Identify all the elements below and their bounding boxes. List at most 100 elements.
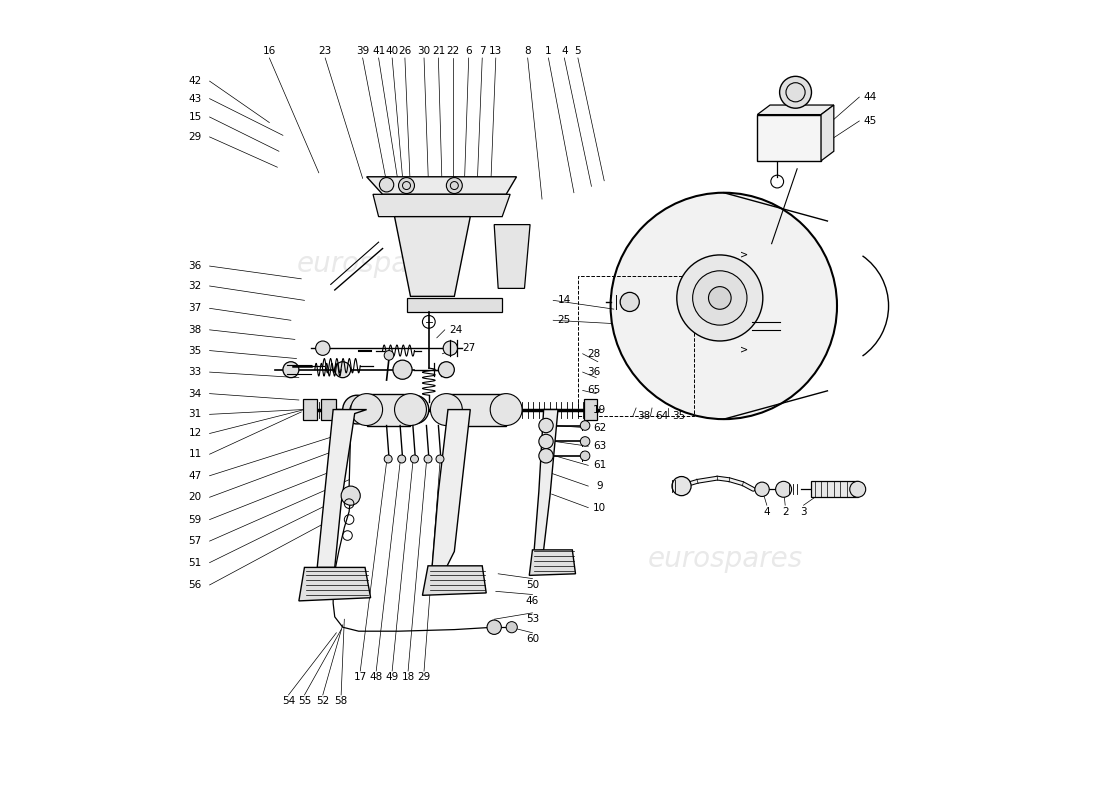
- Polygon shape: [299, 567, 371, 601]
- Text: 43: 43: [188, 94, 202, 104]
- Polygon shape: [422, 566, 486, 595]
- Text: 49: 49: [385, 673, 399, 682]
- Text: 42: 42: [188, 76, 202, 86]
- Text: >: >: [739, 345, 748, 354]
- Circle shape: [334, 362, 351, 378]
- Text: 50: 50: [526, 580, 539, 590]
- Text: 13: 13: [490, 46, 503, 56]
- Text: 40: 40: [386, 46, 398, 56]
- Text: 24: 24: [449, 325, 463, 335]
- Bar: [757, 114, 821, 161]
- Text: 8: 8: [525, 46, 531, 56]
- Polygon shape: [373, 194, 510, 217]
- Circle shape: [581, 437, 590, 446]
- Text: 14: 14: [558, 295, 571, 306]
- Polygon shape: [395, 217, 471, 296]
- Circle shape: [395, 394, 427, 426]
- Circle shape: [755, 482, 769, 497]
- Circle shape: [410, 455, 418, 463]
- Circle shape: [850, 482, 866, 498]
- Circle shape: [708, 286, 732, 310]
- Text: 62: 62: [593, 423, 606, 433]
- Text: 54: 54: [282, 696, 295, 706]
- Text: 45: 45: [864, 116, 877, 126]
- Text: 55: 55: [298, 696, 311, 706]
- Bar: [584, 399, 597, 420]
- Text: 26: 26: [398, 46, 411, 56]
- Text: 39: 39: [356, 46, 370, 56]
- Text: 28: 28: [587, 349, 601, 358]
- Circle shape: [430, 394, 462, 426]
- Text: 65: 65: [587, 386, 601, 395]
- Circle shape: [341, 486, 361, 506]
- Text: 63: 63: [593, 442, 606, 451]
- Text: 29: 29: [188, 132, 202, 142]
- Circle shape: [539, 434, 553, 449]
- Circle shape: [581, 451, 590, 461]
- Circle shape: [776, 482, 792, 498]
- Polygon shape: [529, 550, 575, 575]
- Text: 31: 31: [188, 410, 202, 419]
- Circle shape: [384, 350, 394, 360]
- Text: 4: 4: [763, 506, 770, 517]
- Circle shape: [424, 455, 432, 463]
- Polygon shape: [535, 410, 558, 551]
- Text: 25: 25: [558, 315, 571, 326]
- Polygon shape: [366, 177, 517, 194]
- Text: 47: 47: [188, 470, 202, 481]
- Circle shape: [316, 341, 330, 355]
- Circle shape: [351, 394, 383, 426]
- Circle shape: [436, 455, 444, 463]
- Polygon shape: [317, 410, 366, 567]
- Text: 20: 20: [189, 492, 201, 502]
- Bar: [447, 394, 506, 426]
- Text: 9: 9: [596, 481, 603, 491]
- Text: 48: 48: [370, 673, 383, 682]
- Text: 23: 23: [319, 46, 332, 56]
- Bar: [366, 394, 410, 426]
- Text: 56: 56: [188, 580, 202, 590]
- Bar: [302, 399, 317, 420]
- Circle shape: [343, 395, 372, 424]
- Text: 53: 53: [526, 614, 539, 624]
- Polygon shape: [757, 105, 834, 114]
- Text: 59: 59: [188, 514, 202, 525]
- Text: 36: 36: [188, 261, 202, 271]
- Circle shape: [506, 622, 517, 633]
- Circle shape: [620, 292, 639, 311]
- Text: 32: 32: [188, 281, 202, 291]
- Text: 4: 4: [561, 46, 568, 56]
- Text: 34: 34: [188, 389, 202, 398]
- Text: >: >: [739, 249, 748, 259]
- Text: 17: 17: [353, 673, 367, 682]
- Text: 18: 18: [402, 673, 415, 682]
- Text: 41: 41: [372, 46, 385, 56]
- Text: 52: 52: [316, 696, 329, 706]
- Text: 61: 61: [593, 460, 606, 470]
- Circle shape: [539, 418, 553, 433]
- Text: 44: 44: [864, 92, 877, 102]
- Text: 11: 11: [188, 450, 202, 459]
- Text: 38: 38: [188, 325, 202, 335]
- Text: 35: 35: [188, 346, 202, 355]
- Circle shape: [676, 255, 762, 341]
- Circle shape: [491, 394, 522, 426]
- Circle shape: [447, 178, 462, 194]
- Text: eurospares: eurospares: [648, 546, 803, 574]
- Text: 2: 2: [782, 506, 789, 517]
- Bar: [578, 277, 693, 416]
- Text: 27: 27: [462, 343, 475, 353]
- Circle shape: [443, 341, 458, 355]
- Polygon shape: [432, 410, 471, 567]
- Polygon shape: [821, 105, 834, 161]
- Text: 22: 22: [447, 46, 460, 56]
- Text: 51: 51: [188, 558, 202, 568]
- Text: 30: 30: [418, 46, 430, 56]
- Circle shape: [581, 421, 590, 430]
- Text: 21: 21: [432, 46, 446, 56]
- Circle shape: [283, 362, 299, 378]
- Text: 6: 6: [465, 46, 472, 56]
- Circle shape: [487, 620, 502, 634]
- Circle shape: [379, 178, 394, 192]
- Text: 19: 19: [593, 405, 606, 414]
